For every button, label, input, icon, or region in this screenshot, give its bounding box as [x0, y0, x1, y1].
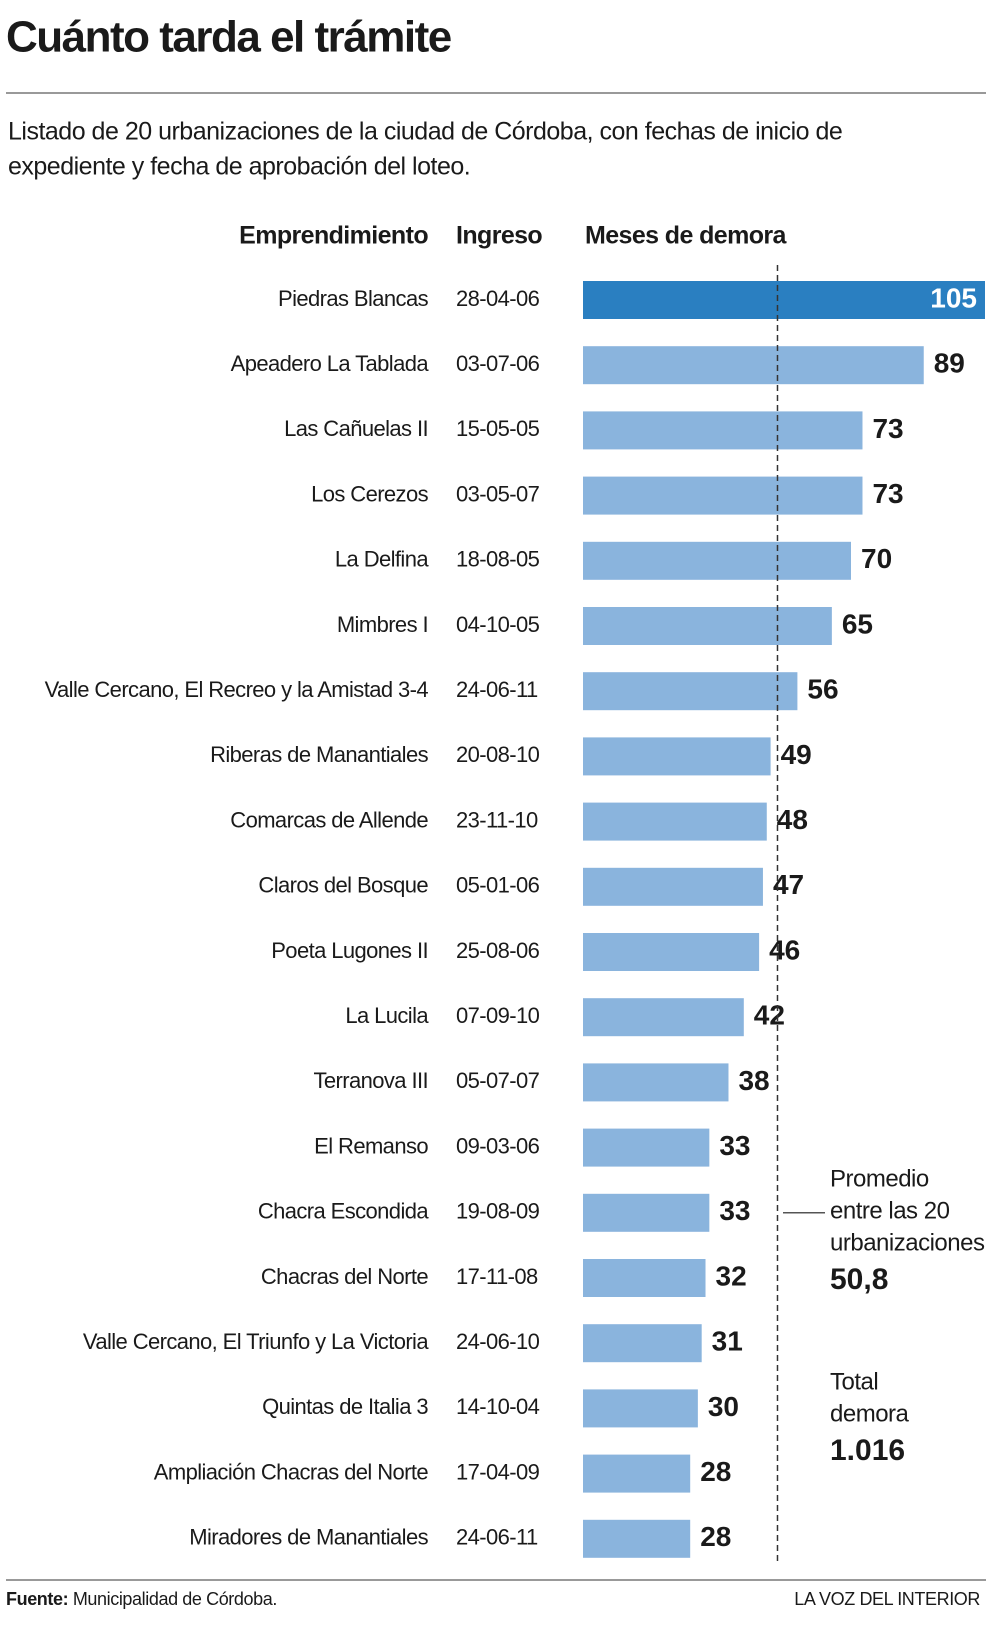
date-label: 07-09-10 — [456, 1003, 540, 1028]
date-label: 05-07-07 — [456, 1068, 540, 1093]
category-label: Comarcas de Allende — [230, 807, 428, 832]
date-label: 17-04-09 — [456, 1459, 540, 1484]
column-header: Ingreso — [456, 222, 542, 250]
bar — [583, 476, 863, 515]
date-label: 03-05-07 — [456, 481, 540, 506]
category-label: La Delfina — [335, 547, 429, 572]
bar — [583, 1063, 729, 1102]
bar — [583, 802, 767, 841]
total-value: 1.016 — [830, 1434, 905, 1467]
category-label: Los Cerezos — [311, 481, 429, 506]
value-label: 48 — [777, 804, 808, 835]
value-label: 42 — [754, 1000, 785, 1031]
value-label: 73 — [872, 478, 903, 509]
source-label: Fuente: — [6, 1589, 68, 1609]
category-label: La Lucila — [345, 1003, 429, 1028]
bar — [583, 1389, 698, 1428]
value-label: 49 — [781, 739, 812, 770]
date-label: 03-07-06 — [456, 351, 540, 376]
bar — [583, 541, 851, 580]
value-label: 46 — [769, 934, 800, 965]
date-label: 17-11-08 — [456, 1264, 538, 1289]
date-label: 04-10-05 — [456, 612, 540, 637]
date-label: 18-08-05 — [456, 547, 540, 572]
category-label: Apeadero La Tablada — [231, 351, 430, 376]
category-label: Chacra Escondida — [258, 1199, 430, 1224]
category-label: Claros del Bosque — [258, 873, 428, 898]
total-label: demora — [830, 1400, 910, 1427]
average-label: urbanizaciones — [830, 1229, 985, 1256]
average-value: 50,8 — [830, 1263, 888, 1296]
category-label: Riberas de Manantiales — [210, 742, 429, 767]
subtitle: expediente y fecha de aprobación del lot… — [8, 153, 470, 181]
category-label: Mimbres I — [337, 612, 428, 637]
date-label: 14-10-04 — [456, 1394, 540, 1419]
date-label: 24-06-10 — [456, 1329, 540, 1354]
value-label: 32 — [716, 1260, 747, 1291]
bar — [583, 1128, 710, 1167]
bar — [583, 933, 760, 971]
bar — [583, 867, 763, 906]
bar — [583, 672, 798, 711]
category-label: Ampliación Chacras del Norte — [154, 1459, 429, 1484]
category-label: Las Cañuelas II — [284, 416, 428, 441]
value-label: 105 — [930, 282, 977, 313]
bar — [583, 607, 832, 645]
category-label: Piedras Blancas — [278, 286, 429, 311]
bar — [583, 998, 744, 1037]
value-label: 73 — [872, 413, 903, 444]
bar — [583, 1193, 710, 1232]
category-label: Poeta Lugones II — [271, 938, 428, 963]
bar — [583, 1324, 702, 1363]
date-label: 23-11-10 — [456, 807, 538, 832]
average-label: entre las 20 — [830, 1197, 950, 1224]
value-label: 28 — [700, 1456, 731, 1487]
date-label: 25-08-06 — [456, 938, 540, 963]
category-label: Valle Cercano, El Recreo y la Amistad 3-… — [45, 677, 429, 702]
total-label: Total — [830, 1368, 878, 1395]
category-label: Chacras del Norte — [261, 1264, 428, 1289]
subtitle: Listado de 20 urbanizaciones de la ciuda… — [8, 118, 842, 146]
value-label: 65 — [842, 608, 873, 639]
value-label: 33 — [719, 1195, 750, 1226]
category-label: Terranova III — [314, 1068, 428, 1093]
credit: LA VOZ DEL INTERIOR — [794, 1589, 980, 1609]
value-label: 33 — [719, 1130, 750, 1161]
value-label: 56 — [807, 674, 838, 705]
bar — [583, 737, 771, 776]
source: Fuente: Municipalidad de Córdoba. — [6, 1589, 277, 1609]
date-label: 15-05-05 — [456, 416, 540, 441]
bar — [583, 1454, 691, 1493]
chart-title: Cuánto tarda el trámite — [6, 13, 451, 62]
category-label: Miradores de Manantiales — [189, 1525, 428, 1550]
value-label: 38 — [738, 1065, 769, 1096]
date-label: 19-08-09 — [456, 1199, 540, 1224]
value-label: 30 — [708, 1391, 739, 1422]
date-label: 24-06-11 — [456, 1525, 538, 1550]
date-label: 28-04-06 — [456, 286, 540, 311]
date-label: 20-08-10 — [456, 742, 540, 767]
value-label: 28 — [700, 1521, 731, 1552]
bar — [583, 1259, 706, 1297]
column-header: Meses de demora — [585, 222, 788, 250]
bar — [583, 411, 863, 450]
bar — [583, 1519, 691, 1558]
source-text: Municipalidad de Córdoba. — [73, 1589, 277, 1609]
value-label: 31 — [712, 1326, 743, 1357]
category-label: Valle Cercano, El Triunfo y La Victoria — [83, 1329, 429, 1354]
bar — [583, 281, 985, 319]
value-label: 89 — [934, 348, 965, 379]
date-label: 05-01-06 — [456, 873, 540, 898]
category-label: Quintas de Italia 3 — [262, 1394, 428, 1419]
category-label: El Remanso — [314, 1133, 428, 1158]
average-label: Promedio — [830, 1165, 929, 1192]
value-label: 70 — [861, 543, 892, 574]
column-header: Emprendimiento — [239, 222, 428, 250]
date-label: 09-03-06 — [456, 1133, 540, 1158]
bar — [583, 346, 924, 385]
date-label: 24-06-11 — [456, 677, 538, 702]
